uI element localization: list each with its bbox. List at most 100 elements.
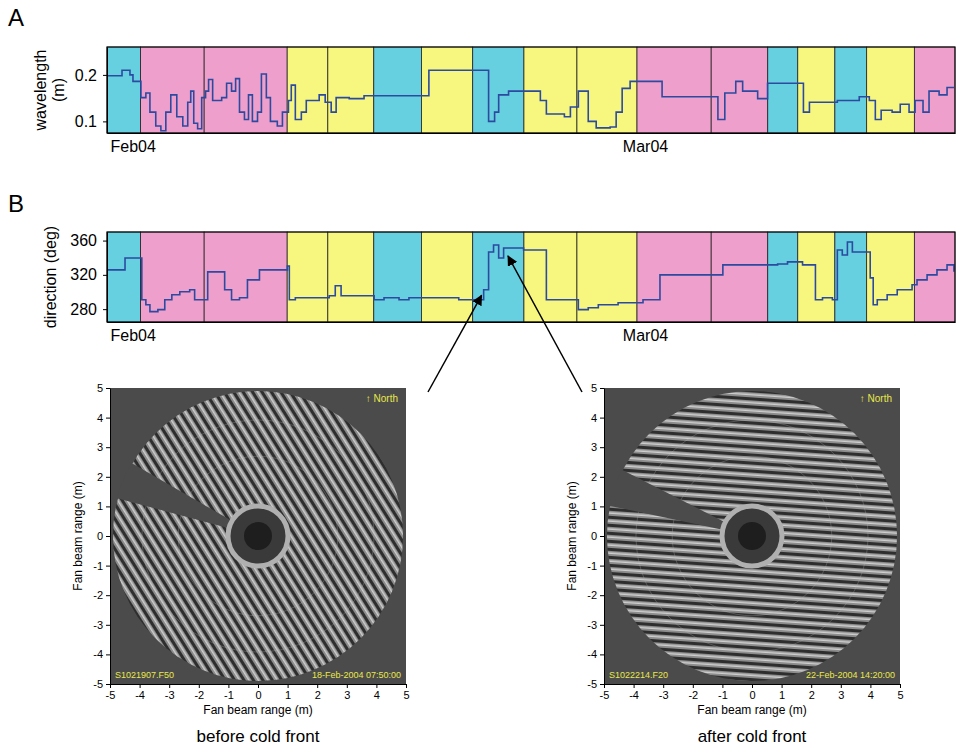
sonar-disk (113, 391, 403, 681)
y-axis-tick: -2 (587, 589, 604, 601)
transducer-center (244, 522, 272, 550)
y-axis-tick: 0 (97, 530, 110, 542)
x-axis-tick-label: -3 (659, 689, 669, 701)
x-axis-tick-label: -2 (688, 689, 698, 701)
x-axis-tick: 2 (809, 684, 815, 701)
x-axis-tick-mark (604, 684, 605, 688)
y-axis-tick-mark (600, 595, 604, 596)
x-axis-tick-label: 0 (255, 689, 261, 701)
y-axis-tick: 2 (97, 471, 110, 483)
y-axis-tick: 360 (70, 232, 107, 249)
x-axis-tick-mark (752, 684, 753, 688)
band (577, 232, 637, 322)
y-axis: -5-4-3-2-1012345 (93, 382, 110, 690)
x-axis-tick-label: Mar04 (623, 138, 668, 155)
band (107, 232, 141, 322)
y-axis-tick-label: 1 (97, 500, 103, 512)
x-axis-tick: -3 (659, 684, 669, 701)
x-axis-tick: 1 (779, 684, 785, 701)
y-axis-title: wavelength(m) (32, 50, 67, 132)
x-axis-tick-label: Mar04 (623, 327, 668, 344)
x-axis-tick: -1 (718, 684, 728, 701)
band (768, 47, 798, 133)
plot-frame (107, 47, 955, 133)
band (835, 47, 867, 133)
x-axis-tick: -2 (688, 684, 698, 701)
y-axis-tick-label: -3 (587, 619, 597, 631)
x-axis-tick-mark (347, 684, 348, 688)
x-axis-tick: -4 (135, 684, 145, 701)
y-axis-tick: 0.1 (75, 113, 107, 130)
x-axis-tick-mark (169, 684, 170, 688)
x-axis-tick: Feb04 (108, 322, 156, 344)
x-axis-tick: -3 (165, 684, 175, 701)
y-axis-tick-mark (106, 506, 110, 507)
x-axis-tick-label: Feb04 (111, 327, 156, 344)
image-annotation: ↑ North (860, 393, 892, 404)
bands (107, 232, 955, 322)
band (204, 232, 287, 322)
y-axis-tick-mark (600, 477, 604, 478)
x-axis-tick-mark (199, 684, 200, 688)
y-axis-tick-mark (103, 275, 107, 276)
x-axis-tick-mark (110, 684, 111, 688)
x-axis-tick: Mar04 (620, 322, 668, 344)
x-axis-tick: 4 (374, 684, 380, 701)
range-ring (178, 456, 338, 616)
y-axis-tick-label: -3 (93, 619, 103, 631)
x-axis-tick-label: -1 (224, 689, 234, 701)
y-axis-title: Fan beam range (m) (565, 481, 579, 590)
band (867, 232, 915, 322)
y-axis-tick-label: -2 (587, 589, 597, 601)
image-annotation: S1022214.F20 (609, 670, 668, 680)
y-axis-tick: 3 (97, 441, 110, 453)
y-axis-tick: 0.2 (75, 67, 107, 84)
band (768, 232, 798, 322)
y-axis-tick-mark (600, 418, 604, 419)
x-axis-tick-mark (782, 684, 783, 688)
band (867, 47, 915, 133)
x-axis-tick-label: -3 (165, 689, 175, 701)
x-axis-tick: 2 (315, 684, 321, 701)
x-axis-tick-label: 1 (779, 689, 785, 701)
y-axis-tick-label: -4 (587, 648, 597, 660)
y-axis-tick-mark (600, 536, 604, 537)
y-axis-tick-mark (106, 477, 110, 478)
caption: before cold front (197, 727, 320, 746)
x-axis-tick-label: 2 (809, 689, 815, 701)
x-axis-tick-mark (317, 684, 318, 688)
x-axis-tick-mark (693, 684, 694, 688)
band (287, 232, 328, 322)
y-axis-tick: 3 (591, 441, 604, 453)
x-axis-line (108, 133, 956, 134)
x-axis-title: Fan beam range (m) (697, 703, 806, 717)
y-axis-tick-label: 320 (70, 266, 97, 283)
x-axis: Feb04 Mar04 (108, 322, 956, 344)
y-axis-tick: -3 (93, 619, 110, 631)
x-axis-tick-label: 3 (344, 689, 350, 701)
y-axis: 0.1 0.2 (75, 48, 108, 134)
y-axis-tick-mark (600, 388, 604, 389)
y-axis-tick-label: 0 (97, 530, 103, 542)
x-axis-tick-label: -1 (718, 689, 728, 701)
y-axis-tick-mark (106, 654, 110, 655)
image-background (110, 388, 406, 684)
range-ring (142, 420, 374, 652)
y-axis-line (604, 389, 605, 685)
y-axis-tick: -5 (587, 678, 604, 690)
y-axis-tick-mark (600, 566, 604, 567)
y-axis-tick-mark (600, 447, 604, 448)
band (107, 47, 141, 133)
x-axis-tick-label: 1 (285, 689, 291, 701)
sonar-disk (607, 391, 897, 681)
x-axis-tick-mark (406, 684, 407, 688)
y-axis-tick-mark (106, 536, 110, 537)
y-axis-tick: 320 (70, 266, 107, 283)
panel-letter: B (8, 190, 24, 217)
y-axis-tick: -4 (587, 648, 604, 660)
y-axis-tick-mark (600, 506, 604, 507)
y-axis-tick: -5 (93, 678, 110, 690)
image-annotation: 22-Feb-2004 14:20:00 (806, 670, 895, 680)
pointer-arrow (508, 256, 582, 392)
y-axis-tick-label: -5 (93, 678, 103, 690)
